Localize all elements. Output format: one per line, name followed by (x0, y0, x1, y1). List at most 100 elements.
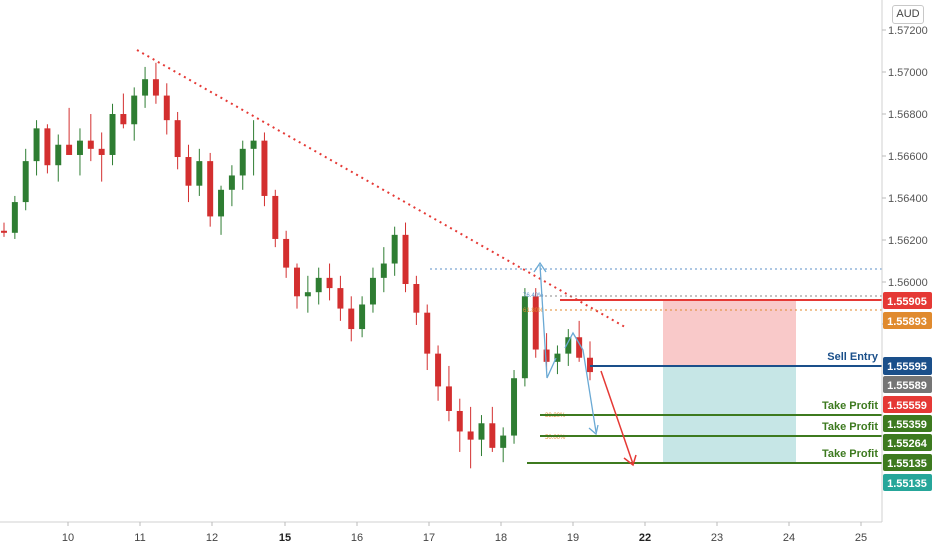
candle-body (218, 189, 225, 217)
candle-body (109, 114, 116, 155)
candle-body (207, 161, 214, 217)
price-tick-label: 1.57200 (888, 25, 928, 37)
candle-body (1, 230, 7, 233)
candle-body (315, 277, 322, 293)
date-tick-label: 17 (423, 532, 435, 544)
candle-body (489, 423, 496, 448)
candle-body (543, 349, 550, 362)
time-axis[interactable]: 10 11 12 15 16 17 18 19 22 23 24 25 (62, 522, 867, 544)
currency-badge[interactable]: AUD (892, 5, 924, 24)
badge-red-text: 1.55559 (887, 400, 927, 412)
risk-zone (663, 300, 796, 366)
candlestick-series (1, 62, 593, 469)
candle-body (261, 140, 268, 196)
candle-body (33, 128, 40, 162)
badge-teal-text: 1.55135 (887, 478, 927, 490)
candle-body (87, 140, 94, 149)
badge-stop (883, 292, 932, 309)
price-tick-label: 1.56400 (888, 193, 928, 205)
badge-tp3-text: 1.55135 (887, 458, 927, 470)
fib-61-label: 61.80% (523, 308, 544, 314)
candle-body (142, 79, 149, 96)
candle-body (44, 128, 51, 166)
badge-entry-text: 1.55595 (887, 361, 927, 373)
candle-body (587, 357, 593, 373)
price-badges: 1.55905 1.55893 1.55595 1.55589 1.55559 … (883, 292, 932, 491)
candle-body (11, 202, 18, 233)
candle-body (456, 410, 463, 432)
candle-body (380, 263, 387, 278)
candle-body (402, 234, 409, 285)
forecast-red-path (600, 370, 634, 465)
candle-body (120, 114, 127, 125)
sell-entry-label: Sell Entry (827, 351, 879, 363)
candle-body (359, 304, 366, 330)
candle-body (532, 296, 539, 350)
date-tick-label: 15 (279, 532, 291, 544)
take-profit-1-label: Take Profit (822, 400, 878, 412)
candle-body (554, 353, 561, 362)
candle-body (511, 378, 518, 436)
date-tick-label: 10 (62, 532, 74, 544)
candle-body (521, 296, 528, 379)
badge-teal (883, 474, 932, 491)
date-tick-label: 25 (855, 532, 867, 544)
candle-body (413, 284, 420, 313)
candle-body (22, 161, 29, 203)
candle-body (467, 431, 474, 440)
take-profit-3-label: Take Profit (822, 448, 878, 460)
badge-entry (883, 357, 932, 375)
forecast-blue-arrowhead-up (533, 261, 547, 273)
price-tick-label: 1.56200 (888, 235, 928, 247)
forecast-path (533, 261, 637, 467)
price-tick-label: 1.56800 (888, 109, 928, 121)
candle-body (576, 337, 583, 358)
candle-body (228, 175, 235, 190)
candle-body (348, 308, 355, 330)
badge-gray-text: 1.55589 (887, 380, 927, 392)
candle-body (369, 277, 376, 305)
candle-body (174, 120, 181, 158)
candle-body (326, 277, 333, 289)
badge-gray (883, 376, 932, 393)
date-tick-label: 19 (567, 532, 579, 544)
candle-body (478, 423, 485, 440)
badge-tp3 (883, 454, 932, 471)
badge-tp1 (883, 415, 932, 432)
candle-body (391, 234, 398, 264)
forecast-red-arrowhead (623, 454, 637, 467)
date-tick-label: 22 (639, 532, 651, 544)
candle-body (304, 292, 311, 297)
forecast-blue-path-2 (564, 331, 597, 433)
candle-body (196, 161, 203, 186)
badge-stop-text: 1.55905 (887, 296, 927, 308)
price-tick-label: 1.56000 (888, 277, 928, 289)
date-tick-label: 24 (783, 532, 795, 544)
price-axis[interactable]: 1.57200 1.57000 1.56800 1.56600 1.56400 1.562… (882, 25, 928, 331)
date-tick-label: 11 (134, 532, 145, 544)
badge-fib61 (883, 312, 932, 329)
date-tick-label: 23 (711, 532, 723, 544)
date-tick-label: 18 (495, 532, 507, 544)
candle-body (294, 267, 300, 297)
candle-body (337, 288, 344, 309)
date-tick-label: 12 (206, 532, 218, 544)
candle-body (152, 79, 159, 96)
take-profit-2-label: Take Profit (822, 421, 878, 433)
badge-red (883, 396, 932, 413)
candle-body (500, 435, 507, 448)
candle-body (424, 312, 431, 354)
candle-body (185, 157, 192, 186)
badge-tp2 (883, 434, 932, 451)
badge-fib61-text: 1.55893 (887, 316, 927, 328)
candle-body (66, 144, 73, 155)
candle-body (98, 148, 105, 155)
candle-body (55, 144, 62, 166)
fib-lower-b-label: 50.00% (545, 435, 566, 441)
date-tick-label: 16 (351, 532, 363, 544)
candle-body (163, 95, 170, 121)
candle-body (435, 353, 442, 387)
badge-tp1-text: 1.55359 (887, 419, 927, 431)
badge-tp2-text: 1.55264 (887, 438, 928, 450)
